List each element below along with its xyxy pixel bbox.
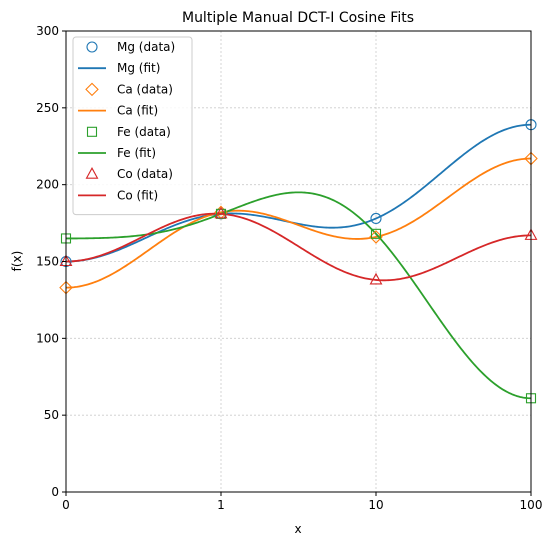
data-point-mg [370, 212, 382, 225]
fit-line-mg [65, 123, 532, 263]
y-tick-label: 150 [36, 255, 59, 269]
legend-box [72, 36, 193, 216]
legend-marker-co [85, 167, 99, 179]
x-tick-label: 100 [520, 498, 543, 512]
legend-label: Fe (data) [117, 125, 171, 139]
legend-marker-mg [86, 41, 98, 53]
legend-marker-ca [85, 82, 99, 97]
legend-label: Ca (data) [117, 82, 173, 96]
legend-marker-fe [86, 126, 98, 137]
y-tick-label: 0 [51, 485, 59, 499]
y-tick-label: 50 [44, 408, 59, 422]
data-point-co [214, 206, 228, 219]
y-axis-label: f(x) [10, 251, 24, 272]
y-tick-label: 200 [36, 178, 59, 192]
x-axis-ticks: 0 1 10 100 [62, 492, 542, 512]
legend-label: Mg (data) [117, 40, 175, 54]
legend-label: Co (fit) [117, 188, 158, 202]
y-tick-label: 300 [36, 24, 59, 38]
legend-label: Mg (fit) [117, 61, 160, 75]
fit-lines [65, 123, 532, 400]
fit-line-co [65, 212, 532, 282]
data-point-co [369, 272, 383, 285]
fit-line-ca [65, 157, 532, 289]
data-point-fe [370, 228, 382, 239]
fit-line-fe [66, 191, 532, 400]
y-tick-label: 100 [36, 331, 59, 345]
x-tick-label: 0 [62, 498, 70, 512]
legend-label: Co (data) [117, 167, 173, 181]
legend-label: Fe (fit) [117, 146, 156, 160]
chart-title: Multiple Manual DCT-I Cosine Fits [182, 10, 414, 26]
legend-label: Ca (fit) [117, 104, 158, 118]
x-axis-label: x [294, 522, 301, 536]
x-tick-label: 1 [217, 498, 225, 512]
y-tick-label: 250 [36, 101, 59, 115]
x-tick-label: 10 [368, 498, 383, 512]
legend: Mg (data) Mg (fit) Ca (data) Ca (fit) Fe (da… [72, 36, 193, 216]
y-axis-ticks: 0 50 100 150 200 250 300 [36, 24, 66, 499]
